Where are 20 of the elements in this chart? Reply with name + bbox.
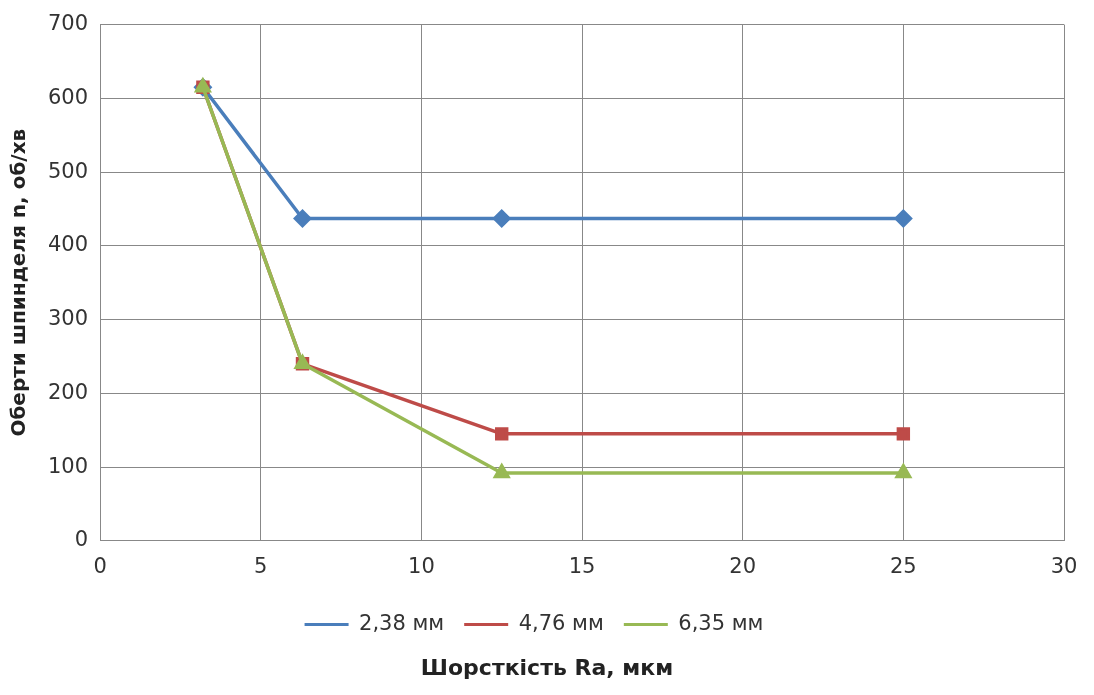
y-axis-title: Оберти шпинделя n, об/хв [6,128,31,437]
y-tick-label: 300 [47,306,89,331]
y-tick-label: 200 [47,379,89,404]
legend-label: 6,35 мм [678,610,764,635]
x-tick-label: 20 [729,553,757,578]
y-tick-label: 400 [47,232,89,257]
y-tick-label: 700 [47,11,89,36]
x-tick-label: 15 [568,553,596,578]
legend-label: 4,76 мм [518,610,604,635]
y-tick-label: 100 [47,453,89,478]
y-tick-label: 500 [47,158,89,183]
x-tick-label: 25 [889,553,917,578]
x-tick-label: 10 [408,553,435,578]
legend-label: 2,38 мм [359,610,445,635]
x-tick-label: 0 [93,553,107,578]
x-tick-label: 30 [1050,553,1078,578]
y-tick-label: 0 [74,527,89,552]
x-tick-label: 5 [254,553,268,578]
y-tick-label: 600 [47,84,89,109]
x-axis-title: Шорсткість Ra, мкм [419,655,675,680]
